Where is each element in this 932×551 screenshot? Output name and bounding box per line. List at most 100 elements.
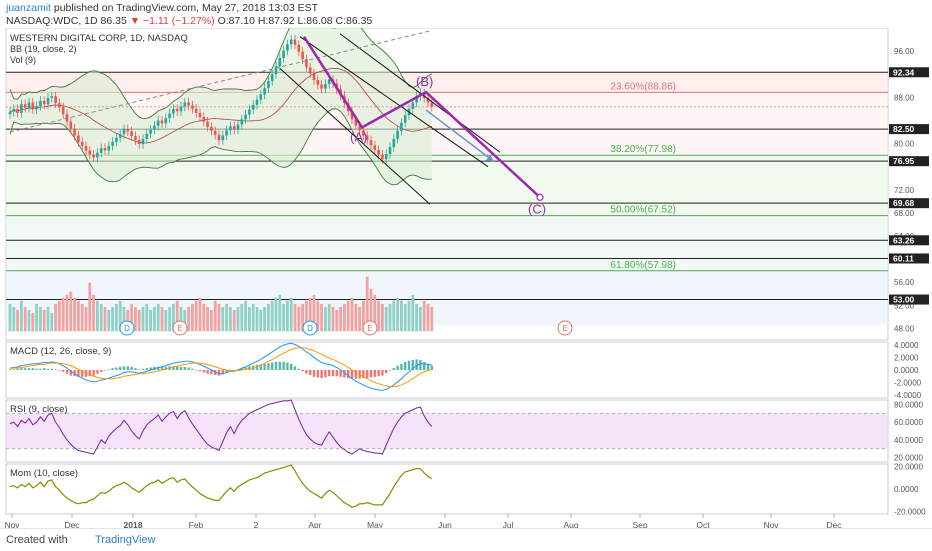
macd-histogram-bar [362,370,365,379]
macd-histogram-bar [404,361,407,370]
volume-bar [312,294,316,332]
x-tick-label: Dec [826,520,842,530]
macd-pane-title: MACD (12, 26, close, 9) [10,346,111,357]
wave-label-c: (C) [528,201,546,216]
x-tick-label: Feb [189,520,204,530]
volume-bar [293,303,297,332]
volume-bar [327,303,331,332]
candle-body [282,50,285,59]
volume-bar [134,306,137,332]
macd-histogram-bar [381,370,384,376]
volume-bar [346,300,350,332]
candle-body [305,59,308,68]
candle-body [99,148,103,153]
candle-body [217,134,221,141]
pane-frame-mom [5,463,889,515]
elliott-wave-path [302,35,541,199]
volume-bar [343,303,346,332]
macd-histogram-bar [198,370,202,372]
candle-body [107,145,111,151]
wave-label-b: (B) [416,74,433,89]
macd-histogram-bar [339,370,342,377]
volume-bar [422,300,426,332]
macd-histogram-bar [312,370,316,377]
macd-histogram-bar [331,370,335,377]
macd-histogram-bar [92,370,95,376]
x-tick-label: Nov [763,520,779,530]
candle-body [396,130,399,139]
volume-bar [308,297,312,332]
author-link[interactable]: juanzamit [6,2,51,14]
tradingview-logo[interactable]: TradingView [95,534,156,546]
macd-histogram-bar [73,370,76,377]
macd-histogram-bar [69,370,72,376]
volume-bar [96,300,99,332]
volume-bar [23,306,27,332]
macd-histogram-bar [248,366,251,370]
macd-histogram-bar [335,370,338,377]
level-tag-label: 60.11 [893,253,914,263]
bollinger-lower [9,108,432,186]
price-change: −1.11 (−1.27%) [143,15,215,27]
candle-body [251,104,255,110]
volume-bar [278,294,282,332]
symbol-label: NASDAQ:WDC, 1D [6,15,98,27]
level-tag-label: 63.26 [893,235,915,245]
candle-body [92,154,95,158]
candle-body [403,115,407,123]
level-tag-label: 53.00 [893,295,915,305]
candle-body [77,135,80,142]
volume-bar [194,300,198,332]
candle-body [39,100,42,106]
candle-body [126,129,130,132]
volume-bar [16,309,19,332]
candle-body [88,150,92,155]
candle-body [297,44,301,52]
candle-body [69,121,73,129]
rsi-pane-title: RSI (9, close) [10,404,68,415]
macd-histogram-bar [286,362,289,370]
candle-body [12,108,16,112]
volume-bar [430,306,434,332]
candle-body [111,141,114,146]
candle-body [248,109,251,115]
rsi-band [6,413,888,449]
macd-y-tick: 4.0000 [894,341,919,350]
volume-bar [99,303,103,332]
fib-level-label: 61.80%(57.98) [610,260,676,271]
volume-bar [198,297,202,332]
fib-level-label: 23.60%(88.86) [610,81,676,92]
x-tick-label: Dec [64,520,80,530]
macd-histogram-bar [20,368,23,370]
event-marker [302,320,318,336]
candle-body [35,106,38,110]
candle-body [267,81,270,89]
volume-bar [35,303,38,332]
macd-histogram-bar [62,370,65,372]
candle-body [358,125,361,131]
y-tick-label: 96.00 [894,47,915,56]
macd-histogram-bar [244,367,247,370]
macd-histogram-bar [316,370,319,378]
volume-bar [65,294,69,332]
candle-body [175,108,179,112]
volume-bar [27,309,31,332]
chart-canvas[interactable]: 96.0088.0080.0072.0068.0064.0056.0052.00… [0,28,932,538]
macd-histogram-bar [141,368,145,370]
macd-histogram-bar [138,369,141,370]
volume-bar [373,294,377,332]
candle-body [426,97,430,103]
volume-bar [403,303,407,332]
level-tag-bg [889,253,929,264]
candle-body [202,116,206,122]
volume-bar [270,300,274,332]
macd-histogram-bar [160,366,164,370]
macd-histogram-bar [126,366,129,370]
trend-line-dashed [9,30,431,133]
volume-bar [244,300,247,332]
candle-body [384,153,388,160]
volume-bar [384,306,388,332]
last-price: 86.35 [100,15,127,27]
volume-bar [301,303,304,332]
macd-histogram-bar [195,370,198,371]
